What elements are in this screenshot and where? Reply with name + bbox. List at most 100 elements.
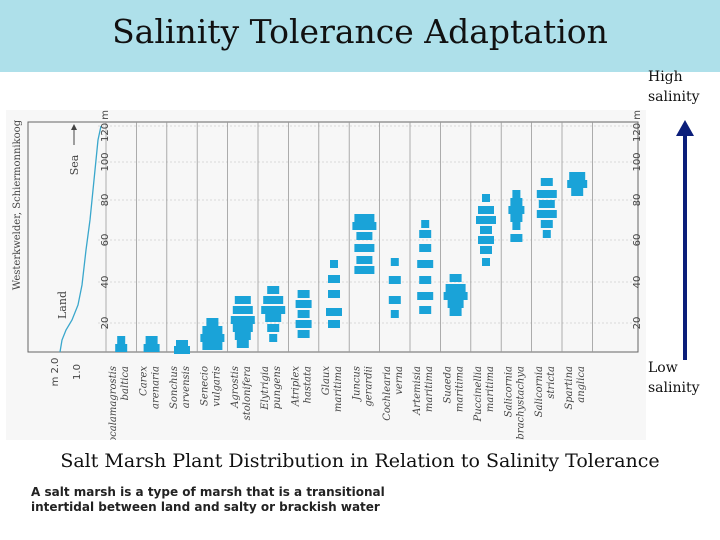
species-range-bar bbox=[512, 190, 521, 198]
species-range-bar bbox=[232, 324, 253, 332]
species-range-bar bbox=[419, 306, 432, 314]
species-label: vulgaris bbox=[211, 366, 222, 407]
species-range-bar bbox=[200, 334, 225, 342]
diagram-frame bbox=[27, 121, 639, 353]
species-label: Artemisia bbox=[412, 366, 423, 416]
species-range-bar bbox=[234, 332, 251, 340]
species-range-bar bbox=[356, 256, 373, 264]
species-label: maritima bbox=[485, 366, 496, 412]
species-range-bar bbox=[478, 206, 494, 214]
species-label: Sonchus bbox=[169, 366, 180, 409]
species-range-bar bbox=[202, 342, 223, 350]
figure-caption: Salt Marsh Plant Distribution in Relatio… bbox=[60, 450, 660, 472]
species-range-bar bbox=[536, 210, 557, 218]
species-range-bar bbox=[419, 276, 432, 284]
distance-tick-label: 120 m bbox=[100, 110, 111, 142]
species-range-bar bbox=[328, 320, 340, 328]
species-label: arvensis bbox=[181, 366, 192, 408]
species-range-bar bbox=[419, 230, 432, 238]
species-label: baltica bbox=[120, 366, 131, 400]
species-label: Agrostis bbox=[230, 366, 241, 409]
species-range-bar bbox=[328, 290, 340, 298]
species-range-bar bbox=[352, 222, 377, 230]
species-range-bar bbox=[480, 226, 492, 234]
species-range-bar bbox=[297, 290, 310, 298]
distance-tick-label: 60 bbox=[100, 234, 111, 247]
species-range-bar bbox=[419, 244, 432, 252]
species-range-bar bbox=[449, 308, 462, 316]
species-range-bar bbox=[508, 206, 525, 214]
depth-tick-label: m 2.0 bbox=[50, 358, 61, 387]
species-range-bar bbox=[447, 300, 464, 308]
species-range-bar bbox=[567, 180, 588, 188]
elevation-profile bbox=[59, 125, 102, 353]
sea-arrowhead-icon bbox=[71, 124, 77, 130]
species-range-bar bbox=[297, 310, 310, 318]
species-range-bar bbox=[202, 326, 223, 334]
species-range-bar bbox=[510, 198, 523, 206]
species-label: Elytrigia bbox=[260, 366, 271, 411]
species-label: Senecio bbox=[199, 366, 210, 406]
species-range-bar bbox=[540, 178, 553, 186]
species-range-bar bbox=[390, 310, 399, 318]
species-range-bar bbox=[295, 320, 312, 328]
salinity-arrow-icon bbox=[676, 120, 694, 360]
low-salinity-line1: Low bbox=[648, 360, 678, 376]
species-label: brachystachya bbox=[515, 366, 526, 440]
species-range-bar bbox=[421, 220, 430, 228]
species-range-bar bbox=[263, 296, 284, 304]
depth-tick-label: 1.0 bbox=[72, 364, 83, 380]
species-range-bar bbox=[388, 276, 401, 284]
species-label: maritima bbox=[455, 366, 466, 412]
species-label: Glaux bbox=[321, 366, 332, 396]
species-range-bar bbox=[569, 172, 586, 180]
species-range-bar bbox=[510, 214, 523, 222]
species-bars bbox=[115, 172, 588, 354]
species-range-bar bbox=[482, 194, 490, 202]
species-range-bar bbox=[354, 214, 375, 222]
species-range-bar bbox=[417, 260, 434, 268]
salt-marsh-distribution-diagram: 20 20 40 40 60 60 80 80 100 100 120 m 120 m m 2.0 1.0… bbox=[6, 110, 646, 440]
species-label: Atriplex bbox=[291, 366, 302, 408]
species-range-bar bbox=[297, 330, 310, 338]
species-range-bar bbox=[510, 234, 523, 242]
distance-tick-label: 80 bbox=[100, 194, 111, 207]
species-range-bar bbox=[388, 296, 401, 304]
species-range-bar bbox=[354, 244, 375, 252]
species-label: maritima bbox=[333, 366, 344, 412]
species-range-bar bbox=[117, 336, 126, 344]
species-label: verna bbox=[394, 366, 405, 395]
distance-tick-label: 20 bbox=[100, 317, 111, 330]
title-bar bbox=[0, 0, 720, 72]
species-range-bar bbox=[512, 222, 521, 230]
species-range-bar bbox=[261, 306, 286, 314]
species-label: gerardii bbox=[363, 366, 374, 407]
diagram-labels: 20 20 40 40 60 60 80 80 100 100 120 m 120 m m 2.0 1.0… bbox=[12, 110, 643, 440]
high-salinity-line1: High bbox=[648, 69, 683, 85]
distance-tick-label-right: 40 bbox=[632, 276, 643, 289]
species-range-bar bbox=[232, 306, 253, 314]
species-label: pungens bbox=[272, 366, 283, 409]
diagram-background bbox=[6, 110, 646, 440]
species-range-bar bbox=[538, 200, 555, 208]
species-label: maritima bbox=[424, 366, 435, 412]
distance-tick-label: 40 bbox=[100, 276, 111, 289]
species-range-bar bbox=[482, 258, 490, 266]
species-range-bar bbox=[328, 275, 340, 283]
species-range-bar bbox=[354, 266, 375, 274]
species-range-bar bbox=[571, 188, 584, 196]
species-label: arenaria bbox=[151, 366, 162, 409]
species-label: stolonifera bbox=[242, 366, 253, 420]
species-range-bar bbox=[206, 318, 219, 326]
species-label: Suaeda bbox=[443, 366, 454, 404]
species-label: anglica bbox=[576, 366, 587, 403]
species-range-bar bbox=[176, 340, 188, 348]
species-range-bar bbox=[265, 314, 282, 322]
distance-tick-label: 100 bbox=[100, 152, 111, 171]
species-label: Cochlearia bbox=[382, 366, 393, 421]
species-range-bar bbox=[449, 274, 462, 282]
distance-tick-label-right: 20 bbox=[632, 317, 643, 330]
species-range-bar bbox=[115, 344, 128, 352]
distance-tick-label-right: 120 m bbox=[632, 110, 643, 142]
site-label: Westerkwelder, Schiermonnikoog bbox=[12, 119, 23, 290]
